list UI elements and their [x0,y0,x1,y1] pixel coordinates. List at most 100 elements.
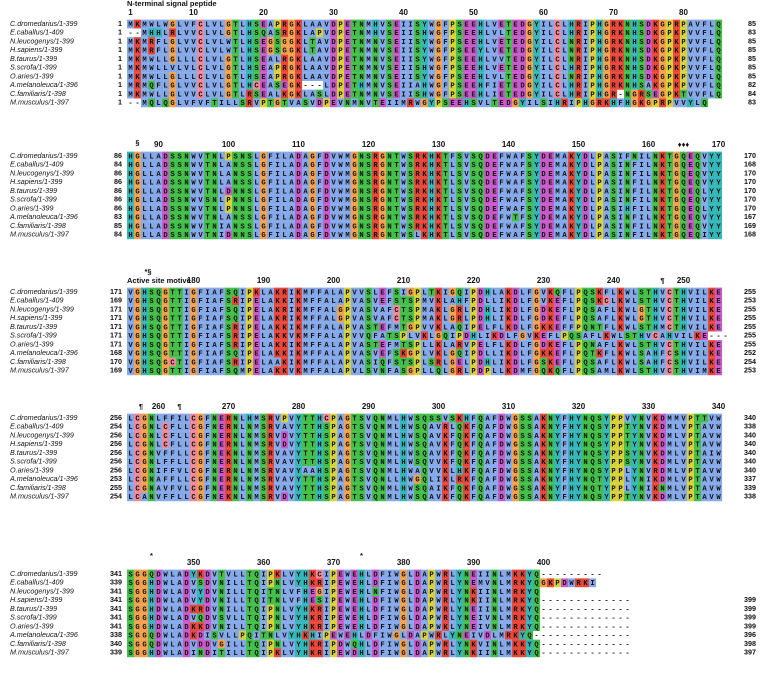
residue-cell [260,483,268,493]
residue-cell [379,366,387,376]
species-name: H.sapiens/1-399 [10,177,62,186]
residue-cell [463,72,471,81]
residue-cell [547,177,555,187]
residue-cell [288,169,296,178]
residue-cell [498,422,506,432]
residue-cell [526,287,534,297]
residue-cell [148,622,156,631]
annotation: * [360,551,363,560]
residue-cell [414,457,422,467]
residue-cell [288,457,296,467]
residue-cell [512,54,520,64]
residue-cell [456,431,464,440]
residue-cell [687,63,695,73]
residue-cell [281,89,289,99]
residue-cell [295,45,303,55]
species-name: B.taurus/1-399 [10,604,57,613]
residue-cell [414,595,422,605]
residue-cell [435,313,443,323]
residue-cell [701,313,709,323]
residue-cell [288,221,296,231]
residue-cell [652,431,660,440]
residue-cell [519,195,527,205]
residue-cell [134,177,142,187]
alignment-row: C.familiaris/1-398 170 VGHSQGCTIGFIAFSRIPE… [10,357,756,368]
residue-cell [575,80,583,90]
residue-cell [435,474,443,484]
residue-cell [148,45,156,55]
residue-cell [449,466,457,475]
residue-cell [281,578,289,588]
residue-cell [344,648,352,658]
residue-cell [267,357,275,367]
residue-cell [652,492,660,502]
residue-cell [435,63,443,73]
residue-cell [414,604,422,614]
residue-cell [358,348,366,358]
residue-cell [155,604,163,614]
start-position: 341 [110,569,122,578]
residue-cell [477,72,485,81]
residue-cell [400,37,408,46]
residue-cell [351,466,359,475]
residue-cell [498,63,506,73]
residue-cell [260,331,268,341]
residue-cell [330,204,338,213]
residue-cell [561,296,569,306]
residue-cell [344,431,352,440]
residue-cell [624,366,632,376]
residue-cell [540,28,548,38]
residue-cell [253,54,261,64]
residue-cell [568,474,576,484]
residue-cell [169,448,177,458]
residue-cell [463,595,471,605]
residue-cell [568,331,576,341]
residue-cell [393,357,401,367]
residue-cell [127,169,135,178]
residue-cell [365,169,373,178]
residue-cell [190,348,198,358]
residue-cell [218,331,226,341]
residue-cell [400,457,408,467]
residue-cell [183,348,191,358]
residue-cell [470,331,478,341]
residue-cell [204,331,212,341]
residue-cell [435,72,443,81]
residue-cell [393,28,401,38]
residue-cell [344,340,352,349]
residue-cell [330,483,338,493]
residue-cell [596,492,604,502]
residue-cell [218,186,226,196]
residue-cell [498,80,506,90]
residue-cell [323,648,331,658]
residue-cell [582,98,590,108]
residue-cell [148,28,156,38]
residue-cell [652,305,660,314]
residue-cell [197,151,205,161]
residue-cell [470,305,478,314]
residue-cell [477,287,485,297]
residue-cell [141,287,149,297]
end-position: 340 [744,457,756,466]
residue-cell [694,422,702,432]
residue-cell [666,474,674,484]
residue-cell [379,204,387,213]
residue-cell [295,287,303,297]
sequence: HGLLADSSNWVTNLPNNSLGFILADAGFDVWMGNSRGNTW… [128,206,721,214]
residue-cell [477,98,485,108]
residue-cell [148,80,156,90]
residue-cell [246,169,254,178]
residue-cell [470,639,478,649]
residue-cell [568,340,576,349]
residue-cell [533,89,541,99]
residue-cell [435,204,443,213]
residue-cell [337,448,345,458]
residue-cell [169,322,177,332]
residue-cell [134,431,142,440]
residue-cell [477,413,485,423]
residue-cell [246,357,254,367]
species-name: H.sapiens/1-399 [10,45,62,54]
residue-cell [428,19,436,29]
residue-cell [470,151,478,161]
residue-cell [379,54,387,64]
